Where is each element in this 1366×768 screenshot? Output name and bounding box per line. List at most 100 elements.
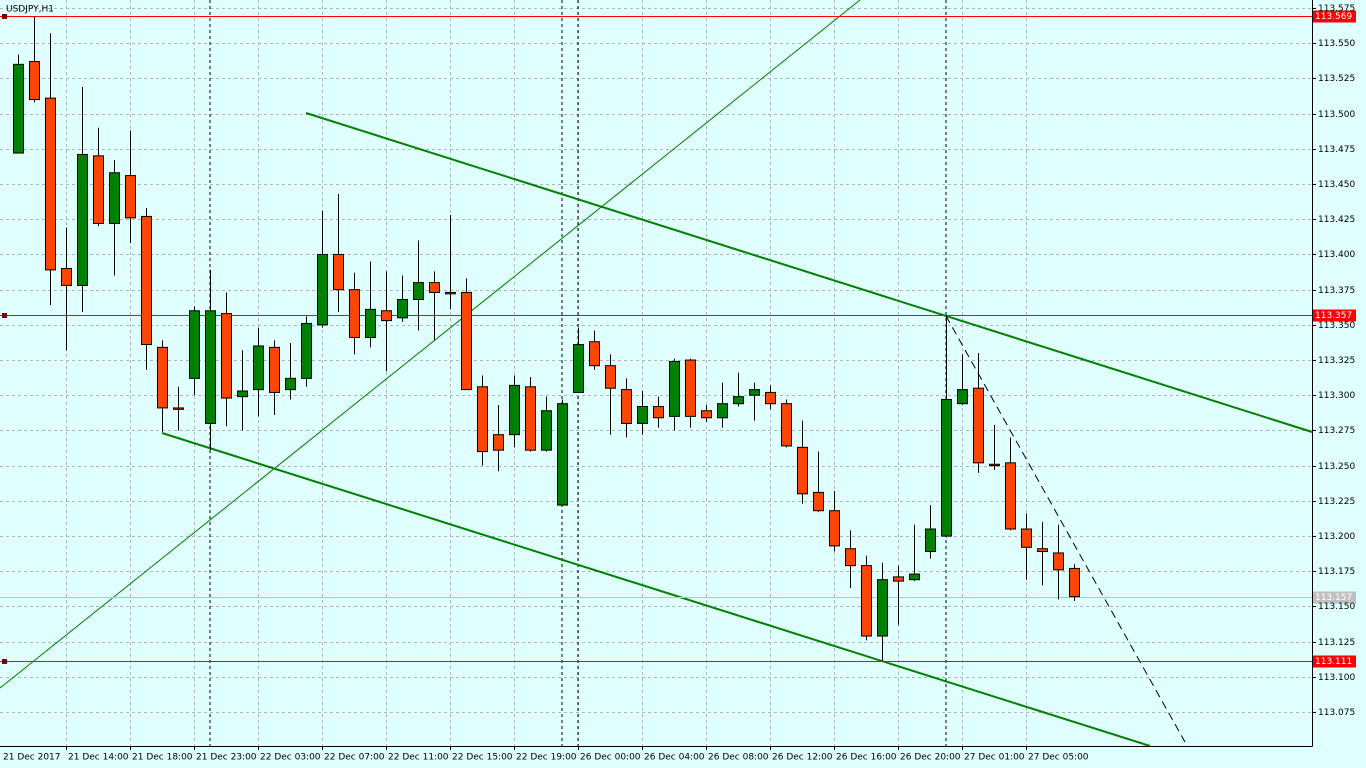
candle-body: [509, 384, 520, 436]
channel-lower: [161, 432, 1151, 747]
candle-body: [13, 63, 24, 154]
candle-body: [397, 298, 408, 319]
candle-body: [125, 175, 136, 219]
candle-body: [909, 573, 920, 581]
candle-body: [477, 386, 488, 453]
y-tick-label: 113.075: [1318, 708, 1355, 718]
candle-body: [1069, 567, 1080, 598]
candle-body: [285, 377, 296, 391]
x-tick-label: 22 Dec 07:00: [324, 753, 385, 763]
x-tick-label: 27 Dec 01:00: [964, 753, 1025, 763]
candle-body: [317, 253, 328, 326]
y-tick-label: 113.525: [1318, 74, 1355, 84]
trend-line-dashed: [945, 315, 1186, 743]
candle-body: [749, 389, 760, 396]
x-tick-label: 22 Dec 15:00: [452, 753, 513, 763]
candle-body: [765, 391, 776, 405]
price-lines: 113.569 113.357 113.111 113.157: [0, 10, 1356, 668]
x-tick-label: 21 Dec 14:00: [68, 753, 129, 763]
trend-line: [0, 0, 861, 689]
candle-body: [621, 389, 632, 424]
y-tick-label: 113.550: [1318, 39, 1355, 49]
candle-body: [637, 406, 648, 424]
candle-body: [781, 403, 792, 447]
y-tick-label: 113.375: [1318, 286, 1355, 296]
candle-body: [813, 491, 824, 512]
candle-body: [845, 548, 856, 567]
y-tick-label: 113.275: [1318, 426, 1355, 436]
candle-body: [445, 291, 456, 295]
y-tick-label: 113.225: [1318, 497, 1355, 507]
candle-body: [45, 97, 56, 271]
candle-body: [365, 308, 376, 339]
candle-body: [77, 153, 88, 286]
candle-body: [797, 446, 808, 495]
x-tick-label: 26 Dec 04:00: [644, 753, 705, 763]
candle-body: [349, 289, 360, 339]
price-label: 113.569: [1315, 12, 1352, 22]
y-tick-label: 113.500: [1318, 110, 1355, 120]
candle-body: [253, 345, 264, 391]
candle-body: [301, 322, 312, 379]
candle-body: [1037, 548, 1048, 553]
x-tick-label: 22 Dec 03:00: [260, 753, 321, 763]
candle-body: [829, 510, 840, 547]
x-first-label: 21 Dec 2017: [3, 753, 61, 763]
y-tick-label: 113.325: [1318, 356, 1355, 366]
y-tick-label: 113.175: [1318, 567, 1355, 577]
candle-body: [493, 434, 504, 451]
candle-body: [717, 403, 728, 419]
candle-body: [941, 398, 952, 537]
price-line-anchor: [2, 659, 7, 664]
candle-body: [173, 407, 184, 410]
candle-body: [605, 365, 616, 389]
y-tick-label: 113.200: [1318, 532, 1355, 542]
candle-body: [109, 172, 120, 224]
y-tick-label: 113.100: [1318, 673, 1355, 683]
candle-body: [861, 565, 872, 637]
price-line-anchor: [2, 313, 7, 318]
y-tick-label: 113.450: [1318, 180, 1355, 190]
candle-body: [333, 253, 344, 291]
candle-body: [989, 463, 1000, 467]
y-tick-label: 113.125: [1318, 638, 1355, 648]
candle-body: [29, 61, 40, 101]
candle-body: [669, 360, 680, 417]
candle-body: [381, 310, 392, 322]
candle-body: [1053, 552, 1064, 571]
candle-body: [157, 346, 168, 409]
candle-body: [893, 576, 904, 582]
x-tick-label: 26 Dec 00:00: [580, 753, 641, 763]
chart-title: USDJPY,H1: [6, 5, 54, 15]
channel-upper: [305, 112, 1313, 433]
x-tick-label: 26 Dec 20:00: [900, 753, 961, 763]
candle-body: [925, 528, 936, 553]
candle-body: [877, 579, 888, 637]
y-tick-label: 113.350: [1318, 321, 1355, 331]
y-tick-label: 113.475: [1318, 145, 1355, 155]
x-tick-label: 22 Dec 19:00: [516, 753, 577, 763]
candle-body: [557, 403, 568, 506]
y-tick-label: 113.250: [1318, 462, 1355, 472]
candle-body: [541, 410, 552, 451]
candle-body: [461, 291, 472, 391]
candle-body: [573, 344, 584, 393]
candle-body: [589, 341, 600, 367]
x-tick-label: 22 Dec 11:00: [388, 753, 449, 763]
candle-body: [429, 282, 440, 293]
price-label-box: [1313, 591, 1356, 604]
candle-body: [653, 406, 664, 419]
x-tick-label: 27 Dec 05:00: [1028, 753, 1089, 763]
candle-body: [685, 359, 696, 417]
price-label: 113.357: [1315, 311, 1352, 321]
price-label: 113.111: [1315, 657, 1352, 667]
x-tick-label: 21 Dec 18:00: [132, 753, 193, 763]
candle-body: [189, 310, 200, 379]
y-tick-label: 113.300: [1318, 391, 1355, 401]
candle-body: [237, 390, 248, 398]
x-tick-label: 26 Dec 08:00: [708, 753, 769, 763]
price-label-box: [1313, 655, 1356, 668]
